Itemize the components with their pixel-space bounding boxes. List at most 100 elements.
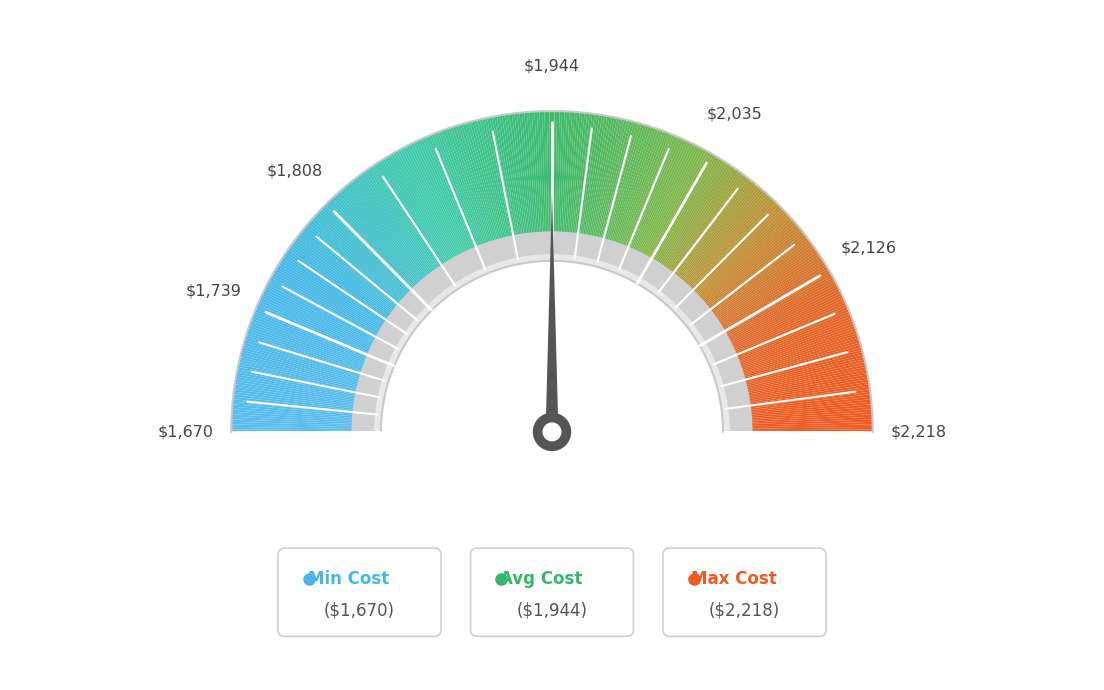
Wedge shape [235,382,357,402]
Wedge shape [592,237,602,266]
Wedge shape [750,429,873,432]
Wedge shape [686,195,769,286]
Wedge shape [448,128,489,245]
Wedge shape [251,321,367,365]
Wedge shape [722,416,752,421]
Wedge shape [352,413,382,418]
Wedge shape [656,159,722,264]
Wedge shape [735,309,849,357]
Wedge shape [719,258,822,326]
Wedge shape [554,231,559,261]
Wedge shape [724,275,834,337]
Wedge shape [283,256,386,324]
Wedge shape [383,322,408,340]
Wedge shape [745,364,867,392]
Wedge shape [699,216,790,300]
Wedge shape [722,266,828,331]
Wedge shape [342,188,424,282]
Wedge shape [646,150,707,259]
Wedge shape [392,309,417,329]
Wedge shape [703,338,731,354]
Wedge shape [487,241,499,270]
Wedge shape [693,207,783,294]
Wedge shape [742,345,861,380]
Wedge shape [298,233,396,310]
Wedge shape [687,197,772,288]
Wedge shape [258,300,372,352]
Wedge shape [732,300,846,352]
Wedge shape [707,346,735,362]
Wedge shape [437,266,456,292]
Wedge shape [711,358,740,371]
Wedge shape [244,340,362,377]
Wedge shape [714,250,817,321]
Wedge shape [276,266,382,331]
Wedge shape [675,293,698,315]
Wedge shape [689,311,714,331]
Wedge shape [613,244,626,273]
Wedge shape [700,219,794,302]
Wedge shape [297,235,395,312]
Wedge shape [475,120,506,240]
Wedge shape [233,402,355,415]
Wedge shape [607,124,644,242]
Wedge shape [402,147,460,257]
Wedge shape [702,335,729,352]
Wedge shape [353,400,383,408]
Wedge shape [733,304,848,355]
Wedge shape [724,273,832,335]
FancyBboxPatch shape [470,548,634,636]
Wedge shape [639,144,696,255]
Wedge shape [308,221,403,304]
Wedge shape [641,146,700,256]
Wedge shape [417,282,439,306]
Wedge shape [745,362,866,391]
Wedge shape [646,264,665,290]
Wedge shape [679,186,761,282]
Text: $2,035: $2,035 [707,107,763,122]
Wedge shape [563,112,572,235]
Wedge shape [708,349,736,364]
Wedge shape [238,362,359,391]
Circle shape [533,413,571,451]
Wedge shape [247,328,364,369]
Wedge shape [627,252,643,279]
Wedge shape [550,111,552,234]
Wedge shape [720,394,750,402]
Wedge shape [573,233,581,262]
Wedge shape [745,359,866,388]
Wedge shape [424,275,445,300]
Wedge shape [625,250,640,278]
Wedge shape [719,260,825,327]
Wedge shape [701,221,796,304]
Wedge shape [372,165,442,268]
Wedge shape [371,344,399,359]
Wedge shape [237,369,358,395]
Wedge shape [404,295,427,317]
Wedge shape [739,323,854,366]
Wedge shape [698,327,724,345]
Wedge shape [540,111,545,234]
Wedge shape [549,231,552,261]
Wedge shape [432,134,479,248]
Wedge shape [340,190,423,284]
Wedge shape [687,309,712,329]
Wedge shape [696,322,721,340]
Wedge shape [564,112,575,235]
Wedge shape [429,272,449,297]
Wedge shape [671,175,746,275]
Wedge shape [360,373,389,384]
Wedge shape [246,333,364,372]
Wedge shape [241,352,360,384]
Wedge shape [236,372,358,396]
Wedge shape [723,428,753,432]
Wedge shape [743,347,862,381]
Wedge shape [723,270,830,334]
Wedge shape [680,299,704,321]
Wedge shape [546,111,551,234]
Wedge shape [745,367,867,393]
Wedge shape [518,234,526,264]
Wedge shape [372,341,400,357]
Wedge shape [741,335,859,374]
Wedge shape [394,306,418,327]
